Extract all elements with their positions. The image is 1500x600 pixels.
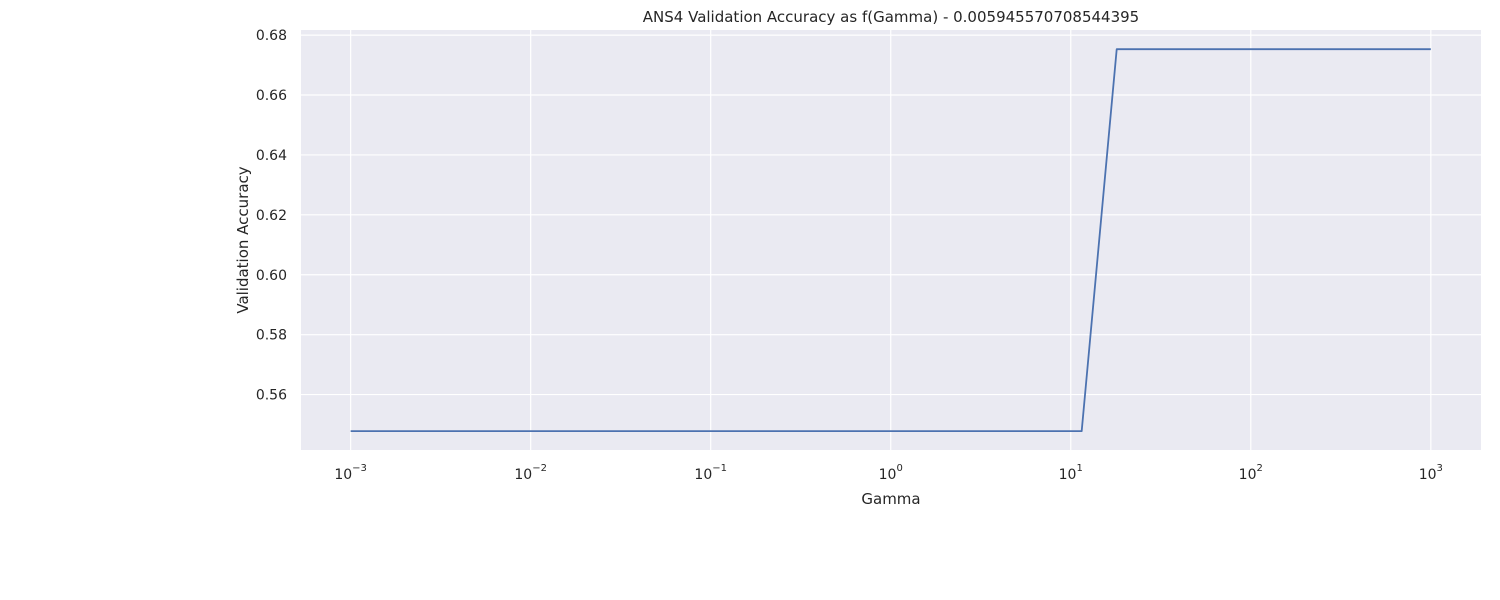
chart-title: ANS4 Validation Accuracy as f(Gamma) - 0… xyxy=(643,8,1139,26)
x-tick-label: 102 xyxy=(1239,463,1263,483)
x-tick-label: 100 xyxy=(879,463,903,483)
y-tick-label: 0.64 xyxy=(256,148,287,164)
x-tick-label: 103 xyxy=(1419,463,1443,483)
x-tick-label: 10−2 xyxy=(514,463,547,483)
y-tick-label: 0.62 xyxy=(256,208,287,224)
y-axis-label: Validation Accuracy xyxy=(234,166,252,313)
x-tick-labels: 10−3 10−2 10−1 100 101 102 103 xyxy=(334,463,1443,483)
y-tick-labels: 0.56 0.58 0.60 0.62 0.64 0.66 0.68 xyxy=(256,28,287,403)
y-tick-label: 0.60 xyxy=(256,268,287,284)
y-tick-label: 0.58 xyxy=(256,328,287,344)
y-tick-label: 0.68 xyxy=(256,28,287,44)
y-tick-label: 0.66 xyxy=(256,88,287,104)
grid-lines xyxy=(301,30,1481,450)
x-axis-label: Gamma xyxy=(861,490,920,508)
series-line xyxy=(350,48,1431,433)
x-tick-label: 10−1 xyxy=(694,463,727,483)
series-layer xyxy=(350,48,1431,433)
x-tick-label: 101 xyxy=(1059,463,1083,483)
x-tick-label: 10−3 xyxy=(334,463,367,483)
y-tick-label: 0.56 xyxy=(256,388,287,404)
